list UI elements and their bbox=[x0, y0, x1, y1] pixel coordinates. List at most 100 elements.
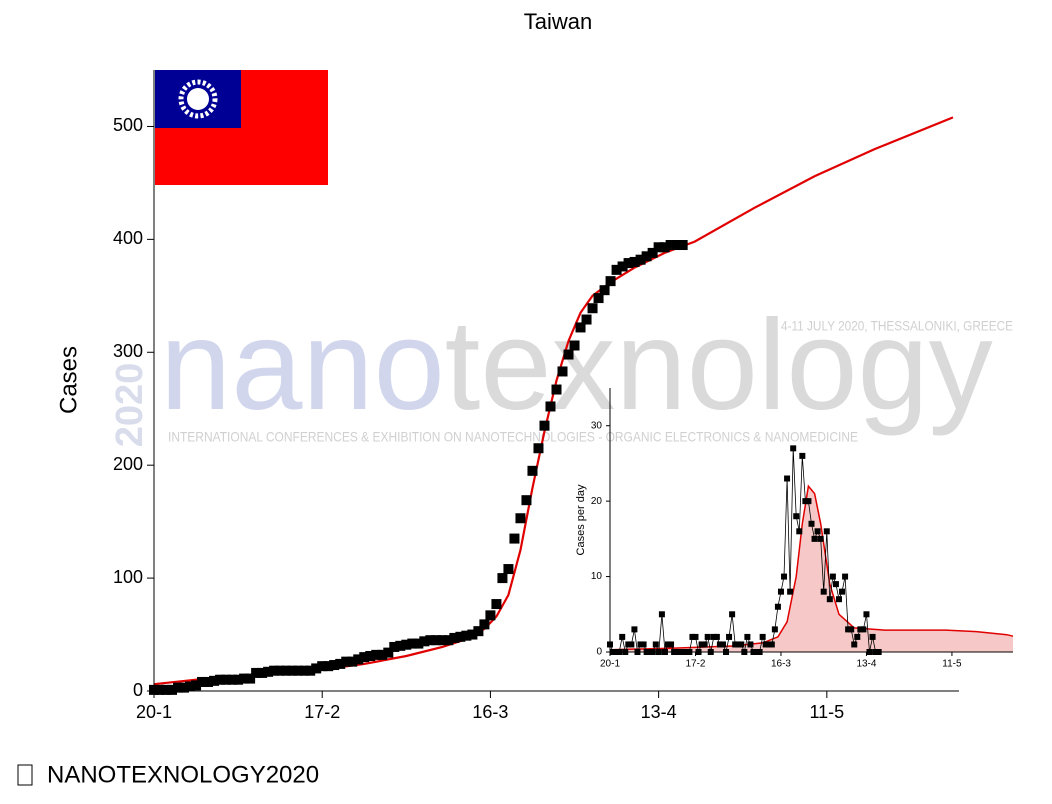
data-point bbox=[413, 638, 424, 649]
y-axis-label: Cases bbox=[55, 346, 82, 414]
data-point bbox=[395, 640, 406, 651]
y-tick-label: 20 bbox=[591, 496, 603, 507]
data-point bbox=[401, 639, 412, 650]
y-tick-label: 10 bbox=[591, 571, 603, 582]
data-point bbox=[716, 641, 723, 648]
y-tick-label: 300 bbox=[113, 341, 143, 361]
y-tick-label: 400 bbox=[113, 228, 143, 248]
data-point bbox=[726, 633, 733, 640]
data-point bbox=[793, 513, 800, 520]
flag-sun-rays bbox=[178, 79, 218, 119]
x-tick-label: 11-5 bbox=[809, 702, 844, 722]
data-point bbox=[221, 674, 232, 685]
data-point bbox=[713, 633, 720, 640]
data-point bbox=[299, 665, 310, 676]
data-point bbox=[842, 573, 849, 580]
watermark-dates: 4-11 JULY 2020, THESSALONIKI, GREECE bbox=[781, 318, 1013, 334]
data-point bbox=[227, 674, 238, 685]
data-point bbox=[823, 528, 830, 535]
data-point bbox=[653, 242, 664, 253]
data-point bbox=[431, 635, 442, 646]
data-point bbox=[575, 322, 586, 333]
data-point bbox=[869, 633, 876, 640]
inset-y-axis-label: Cases per day bbox=[575, 484, 587, 555]
data-point bbox=[860, 626, 867, 633]
data-point bbox=[533, 443, 544, 454]
data-point bbox=[652, 641, 659, 648]
data-point bbox=[677, 240, 688, 251]
data-point bbox=[625, 641, 632, 648]
data-point bbox=[729, 611, 736, 618]
data-point bbox=[281, 665, 292, 676]
data-point bbox=[371, 649, 382, 660]
data-point bbox=[443, 635, 454, 646]
data-point bbox=[738, 641, 745, 648]
data-point bbox=[161, 684, 172, 695]
data-point bbox=[563, 349, 574, 360]
data-point bbox=[581, 314, 592, 325]
x-tick-label: 16-3 bbox=[472, 702, 508, 722]
data-point bbox=[759, 633, 766, 640]
data-point bbox=[814, 528, 821, 535]
data-point bbox=[698, 641, 705, 648]
data-point bbox=[701, 641, 708, 648]
y-tick-label: 200 bbox=[113, 454, 143, 474]
fit-area bbox=[610, 486, 1013, 652]
data-point bbox=[275, 665, 286, 676]
data-point bbox=[449, 632, 460, 643]
data-point bbox=[245, 673, 256, 684]
data-point bbox=[407, 638, 418, 649]
logo-part: texnology bbox=[445, 294, 993, 437]
data-point bbox=[509, 533, 520, 544]
data-point bbox=[335, 658, 346, 669]
data-point bbox=[839, 588, 846, 595]
data-point bbox=[191, 680, 202, 691]
data-point bbox=[617, 261, 628, 272]
x-tick-label: 20-1 bbox=[136, 702, 172, 722]
data-point bbox=[629, 256, 640, 267]
data-point bbox=[515, 513, 526, 524]
data-point bbox=[848, 626, 855, 633]
data-point bbox=[551, 384, 562, 395]
data-point bbox=[854, 633, 861, 640]
data-point bbox=[521, 495, 532, 506]
data-point bbox=[209, 675, 220, 686]
data-point bbox=[377, 649, 388, 660]
data-point bbox=[820, 588, 827, 595]
data-point bbox=[455, 631, 466, 642]
data-point bbox=[762, 641, 769, 648]
data-point bbox=[197, 676, 208, 687]
y-tick-label: 500 bbox=[113, 115, 143, 135]
data-point bbox=[461, 630, 472, 641]
data-point bbox=[857, 626, 864, 633]
data-point bbox=[203, 676, 214, 687]
data-point bbox=[611, 264, 622, 275]
plots: 0 100 200 300 400 500 20-1 17-2 16-3 13-4 11-5 0 10 2… bbox=[113, 70, 1014, 722]
data-point bbox=[826, 596, 833, 603]
data-point bbox=[341, 656, 352, 667]
data-point bbox=[527, 465, 538, 476]
data-point bbox=[293, 665, 304, 676]
data-point bbox=[185, 681, 196, 692]
data-point bbox=[173, 682, 184, 693]
data-point bbox=[659, 242, 670, 253]
watermark: nanotexnology 2020 4-11 JULY 2020, THESS… bbox=[109, 294, 1013, 447]
data-point bbox=[658, 611, 665, 618]
y-tick-label: 30 bbox=[591, 420, 603, 431]
data-point bbox=[323, 661, 334, 672]
data-point bbox=[287, 665, 298, 676]
data-point bbox=[665, 240, 676, 251]
data-point bbox=[497, 573, 508, 584]
data-point bbox=[640, 641, 647, 648]
data-point bbox=[829, 573, 836, 580]
data-point bbox=[817, 535, 824, 542]
data-point bbox=[623, 258, 634, 269]
data-point bbox=[437, 635, 448, 646]
data-point bbox=[863, 611, 870, 618]
data-point bbox=[637, 641, 644, 648]
y-tick-label: 0 bbox=[596, 647, 602, 658]
data-point bbox=[668, 641, 675, 648]
data-point bbox=[777, 588, 784, 595]
